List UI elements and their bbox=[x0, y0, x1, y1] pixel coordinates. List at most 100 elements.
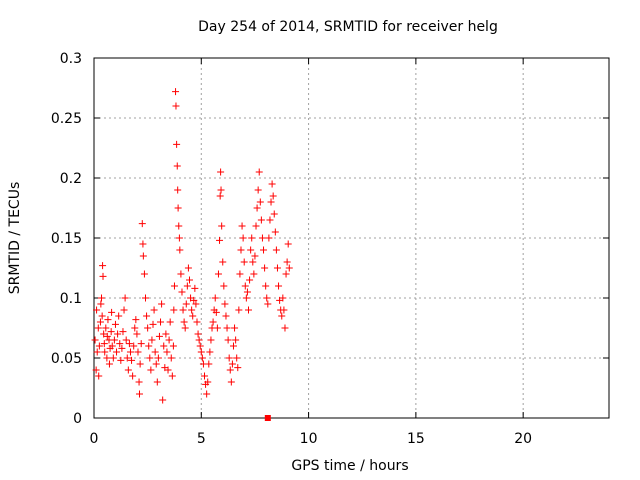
data-point bbox=[268, 180, 276, 188]
data-point bbox=[98, 312, 106, 320]
data-point bbox=[136, 360, 144, 368]
data-point bbox=[278, 312, 286, 320]
data-point bbox=[172, 88, 180, 96]
data-point bbox=[178, 288, 186, 296]
data-point bbox=[98, 294, 106, 302]
data-point bbox=[170, 282, 178, 290]
data-point bbox=[284, 240, 292, 248]
data-point bbox=[258, 234, 266, 242]
data-point bbox=[124, 366, 132, 374]
data-point bbox=[233, 354, 241, 362]
data-point bbox=[108, 308, 116, 316]
data-point bbox=[240, 258, 248, 266]
data-point bbox=[147, 366, 155, 374]
data-point bbox=[135, 378, 143, 386]
data-point bbox=[216, 192, 224, 200]
data-point bbox=[224, 336, 232, 344]
data-point bbox=[271, 228, 279, 236]
data-point bbox=[185, 276, 193, 284]
data-point bbox=[99, 272, 107, 280]
data-point bbox=[222, 312, 230, 320]
data-point bbox=[96, 318, 104, 326]
data-point bbox=[216, 236, 224, 244]
data-point bbox=[242, 294, 250, 302]
data-point bbox=[120, 306, 128, 314]
data-point bbox=[211, 294, 219, 302]
y-tick-label: 0.1 bbox=[60, 291, 82, 307]
data-point bbox=[232, 336, 240, 344]
data-point bbox=[197, 348, 205, 356]
data-point bbox=[189, 312, 197, 320]
data-point bbox=[160, 342, 168, 350]
data-point bbox=[150, 306, 158, 314]
data-point bbox=[113, 348, 121, 356]
data-point bbox=[239, 234, 247, 242]
x-axis-label: GPS time / hours bbox=[291, 458, 408, 474]
data-point bbox=[99, 262, 107, 270]
data-point bbox=[217, 168, 225, 176]
data-point bbox=[148, 336, 156, 344]
data-point bbox=[126, 348, 134, 356]
data-point bbox=[175, 234, 183, 242]
data-point bbox=[162, 330, 170, 338]
data-point bbox=[149, 320, 157, 328]
data-point bbox=[188, 306, 196, 314]
data-point bbox=[152, 360, 160, 368]
data-point bbox=[169, 342, 177, 350]
data-point bbox=[270, 210, 278, 218]
data-point bbox=[172, 102, 180, 110]
data-point bbox=[249, 258, 257, 266]
data-point bbox=[166, 318, 174, 326]
data-point bbox=[228, 360, 236, 368]
data-point bbox=[181, 324, 189, 332]
data-point bbox=[263, 294, 271, 302]
data-point bbox=[213, 324, 221, 332]
data-point bbox=[135, 390, 143, 398]
data-point bbox=[182, 300, 190, 308]
data-point bbox=[115, 312, 123, 320]
data-point bbox=[218, 222, 226, 230]
data-point bbox=[173, 140, 181, 148]
data-point bbox=[134, 348, 142, 356]
data-point bbox=[128, 356, 136, 364]
x-tick-label: 10 bbox=[300, 431, 318, 447]
data-point bbox=[157, 318, 165, 326]
data-point bbox=[245, 306, 252, 314]
data-point bbox=[164, 366, 172, 374]
data-point bbox=[221, 300, 229, 308]
data-point bbox=[104, 316, 112, 324]
data-point bbox=[225, 354, 233, 362]
data-point bbox=[102, 324, 110, 332]
data-point bbox=[248, 234, 256, 242]
x-tick-label: 0 bbox=[90, 431, 99, 447]
data-point bbox=[220, 282, 228, 290]
data-point bbox=[254, 186, 262, 194]
data-point bbox=[190, 296, 198, 304]
data-point bbox=[94, 324, 102, 332]
data-point bbox=[145, 342, 153, 350]
data-point bbox=[129, 372, 137, 380]
data-point bbox=[282, 270, 290, 278]
data-point bbox=[123, 354, 131, 362]
data-point bbox=[231, 324, 239, 332]
data-point bbox=[119, 328, 127, 336]
data-point bbox=[250, 270, 258, 278]
data-point bbox=[121, 294, 129, 302]
data-point bbox=[269, 192, 277, 200]
data-point bbox=[107, 328, 115, 336]
data-point bbox=[273, 264, 281, 272]
data-point bbox=[165, 336, 173, 344]
data-point bbox=[281, 324, 289, 332]
data-point bbox=[167, 354, 175, 362]
data-point bbox=[175, 222, 183, 230]
data-point bbox=[196, 342, 204, 350]
data-point bbox=[192, 300, 200, 308]
data-point bbox=[97, 300, 105, 308]
data-point bbox=[158, 300, 166, 308]
data-point bbox=[118, 344, 126, 352]
data-points bbox=[91, 88, 293, 404]
data-point bbox=[191, 284, 199, 292]
data-point bbox=[132, 316, 140, 324]
data-point bbox=[95, 342, 103, 350]
data-point bbox=[285, 264, 293, 272]
